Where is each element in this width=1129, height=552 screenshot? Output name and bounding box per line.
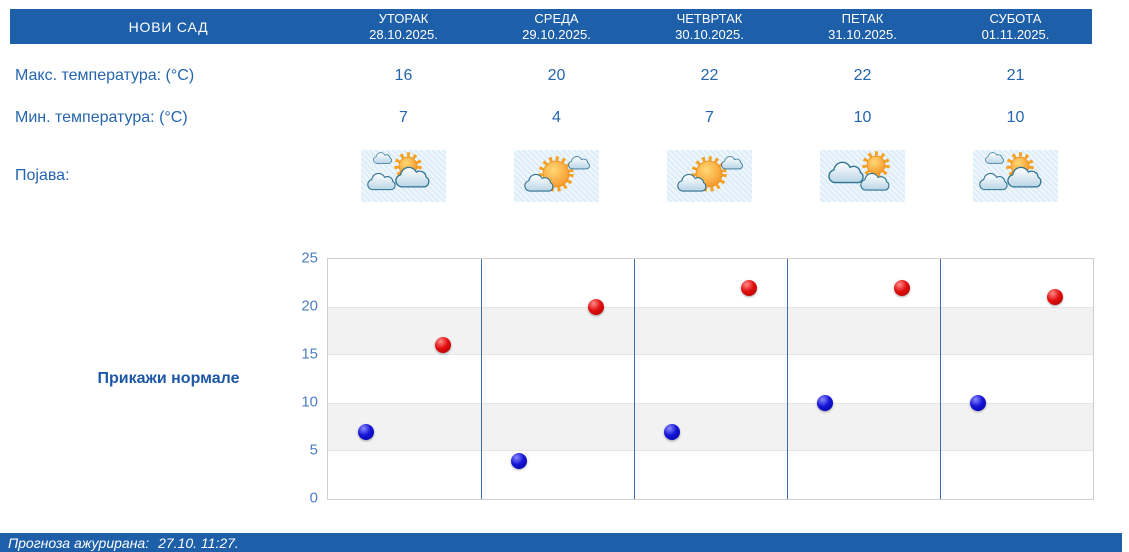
weather-icon-cells [327,150,1092,202]
max-temp-value-4: 22 [853,67,872,84]
min-temp-value-3: 7 [705,109,714,126]
chart-dot-min-3 [664,423,681,440]
max-temp-value-2: 20 [547,67,566,84]
day-header-cell-5: СУБОТА 01.11.2025. [939,9,1092,44]
chart-dot-min-5 [970,395,987,411]
show-normals-button[interactable]: Прикажи нормале [97,370,240,387]
chart-day-separator-4 [940,259,941,499]
phenomenon-label: Појава: [15,167,70,184]
day-name: СУБОТА [989,10,1042,26]
max-temperature-row: Макс. температура: (°C) 16 20 22 22 21 [10,62,1092,90]
sun-with-clouds-icon [514,150,599,202]
chart-gray-band-1 [328,403,1093,451]
sun-with-clouds-icon [667,150,752,202]
y-tick-label-0: 0 [309,489,318,507]
chart-day-separator-1 [481,259,482,499]
chart-dot-min-1 [358,423,375,440]
day-name: СРЕДА [534,10,579,26]
weather-icon-cell-5 [939,150,1092,202]
forecast-updated-bar: Прогноза ажурирана: 27.10. 11:27. [0,533,1122,552]
weather-icon-cell-4 [786,150,939,202]
max-temp-value-1: 16 [394,67,413,84]
y-tick-label-5: 5 [309,441,318,459]
weather-icon-cell-3 [633,150,786,202]
day-header-cell-2: СРЕДА 29.10.2025. [480,9,633,44]
chart-day-separator-2 [634,259,635,499]
weather-icon-cell-1 [327,150,480,202]
location-title: НОВИ САД [128,18,209,35]
max-temperature-label: Макс. температура: (°C) [15,67,195,84]
y-tick-label-20: 20 [301,297,318,315]
sun-behind-clouds-icon [973,150,1058,202]
chart-dot-min-2 [511,452,528,469]
temperature-chart [327,258,1094,500]
max-temp-value-5: 21 [1006,67,1025,84]
chart-y-axis: 0 5 10 15 20 25 [270,250,318,507]
y-tick-label-15: 15 [301,345,318,363]
min-temperature-values: 7 4 7 10 10 [327,104,1092,132]
day-date: 31.10.2025. [828,26,897,42]
chart-gray-band-2 [328,307,1093,355]
day-date: 29.10.2025. [522,26,591,42]
y-tick-label-25: 25 [301,249,318,267]
chart-dot-max-3 [740,279,757,296]
chart-dot-max-1 [434,337,451,354]
max-temperature-values: 16 20 22 22 21 [327,62,1092,90]
min-temperature-row: Мин. температура: (°C) 7 4 7 10 10 [10,104,1092,132]
day-date: 01.11.2025. [981,26,1050,42]
min-temp-value-2: 4 [552,109,561,126]
day-header-cell-1: УТОРАК 28.10.2025. [327,9,480,44]
phenomenon-row: Појава: [10,150,1092,202]
sun-behind-clouds-icon [361,150,446,202]
min-temp-value-5: 10 [1006,109,1025,126]
min-temp-value-4: 10 [853,109,872,126]
chart-dot-max-4 [893,279,910,296]
forecast-table-header: НОВИ САД УТОРАК 28.10.2025. СРЕДА 29.10.202… [10,9,1092,44]
day-header-cell-4: ПЕТАК 31.10.2025. [786,9,939,44]
y-tick-label-10: 10 [301,393,318,411]
chart-day-separator-3 [787,259,788,499]
day-name: УТОРАК [378,10,429,26]
min-temp-value-1: 7 [399,109,408,126]
weather-icon-cell-2 [480,150,633,202]
day-name: ЧЕТВРТАК [676,10,743,26]
forecast-updated-value: 27.10. 11:27. [158,534,239,551]
day-date: 28.10.2025. [369,26,438,42]
day-date: 30.10.2025. [675,26,744,42]
day-header-cells: УТОРАК 28.10.2025. СРЕДА 29.10.2025. ЧЕТВРТА… [327,9,1092,44]
forecast-updated-label: Прогноза ажурирана: [8,534,150,551]
cloud-with-sun-icon [820,150,905,202]
min-temperature-label: Мин. температура: (°C) [15,109,188,126]
chart-dot-max-5 [1046,289,1063,306]
day-header-cell-3: ЧЕТВРТАК 30.10.2025. [633,9,786,44]
max-temp-value-3: 22 [700,67,719,84]
chart-dot-min-4 [817,395,834,411]
day-name: ПЕТАК [841,10,884,26]
chart-dot-max-2 [587,299,604,315]
